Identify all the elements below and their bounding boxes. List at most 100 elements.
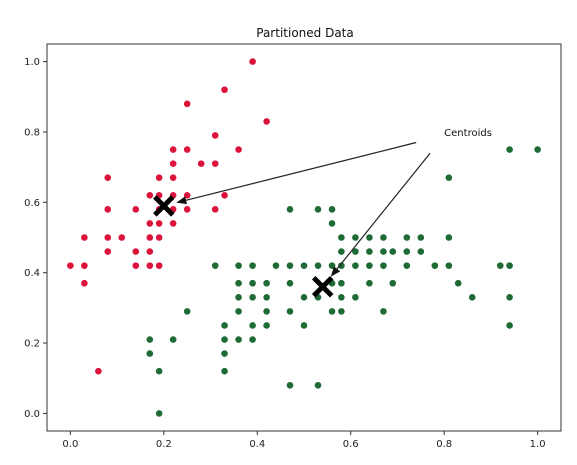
data-point: [263, 294, 270, 301]
data-point: [95, 367, 102, 375]
data-point: [328, 308, 336, 315]
annotation-arrow: [330, 152, 431, 277]
data-point: [352, 248, 359, 255]
data-point: [249, 58, 256, 65]
data-point: [286, 279, 294, 287]
data-point: [221, 367, 228, 375]
data-point: [314, 381, 322, 389]
data-point: [380, 262, 387, 269]
data-point: [300, 294, 308, 301]
data-point: [403, 234, 411, 241]
data-point: [155, 262, 163, 269]
data-point: [249, 336, 256, 343]
data-point: [81, 234, 88, 241]
data-point: [221, 350, 228, 357]
data-point: [286, 308, 294, 315]
data-point: [118, 234, 126, 241]
data-point: [146, 234, 154, 241]
data-point: [67, 262, 74, 269]
data-point: [263, 279, 270, 287]
data-point: [155, 174, 163, 181]
data-point: [366, 248, 373, 255]
data-point: [338, 248, 345, 255]
data-point: [417, 248, 425, 255]
data-point: [263, 308, 270, 315]
data-point: [445, 174, 453, 181]
y-tick-label: 1.0: [24, 57, 40, 68]
data-point: [506, 322, 513, 329]
data-point: [132, 262, 140, 269]
data-point: [314, 262, 322, 269]
data-point: [506, 146, 513, 153]
data-point: [272, 262, 280, 269]
data-point: [328, 220, 336, 227]
data-point: [211, 262, 219, 269]
data-point: [221, 191, 228, 199]
data-point: [352, 294, 359, 301]
data-point: [104, 206, 112, 213]
x-tick-label: 0.2: [156, 439, 172, 450]
data-point: [211, 160, 219, 167]
data-point: [221, 336, 228, 343]
data-point: [380, 308, 387, 315]
annotation-text: Centroids: [444, 128, 492, 139]
data-point: [366, 279, 373, 287]
data-point: [380, 248, 387, 255]
plot-area-frame: [46, 43, 562, 432]
data-point: [183, 100, 191, 108]
data-point: [146, 336, 154, 343]
y-tick-label: 0.6: [24, 198, 40, 209]
y-axis: 0.0 0.2 0.4 0.6 0.8 1.0: [24, 57, 47, 420]
data-point: [352, 262, 359, 269]
data-point: [314, 206, 322, 213]
data-point: [506, 294, 513, 301]
data-point: [104, 234, 112, 241]
data-point: [155, 367, 163, 375]
data-point: [496, 262, 504, 269]
data-point: [506, 262, 513, 269]
data-point: [235, 308, 242, 315]
data-point: [211, 206, 219, 213]
x-tick-label: 0.0: [62, 439, 78, 450]
data-point: [132, 206, 140, 213]
data-point: [249, 262, 256, 269]
data-point: [286, 206, 294, 213]
data-point: [146, 248, 154, 255]
data-point: [454, 279, 462, 287]
data-point: [146, 350, 154, 357]
data-point: [403, 248, 411, 255]
data-point: [352, 234, 359, 241]
data-point: [197, 160, 205, 167]
x-tick-label: 0.4: [249, 439, 265, 450]
data-point: [286, 262, 294, 269]
data-point: [445, 234, 453, 241]
data-point: [389, 248, 397, 255]
data-point: [221, 322, 228, 329]
data-point: [155, 234, 163, 241]
y-tick-label: 0.4: [24, 268, 40, 279]
data-point: [300, 322, 308, 329]
data-point: [286, 381, 294, 389]
x-tick-label: 0.6: [343, 439, 359, 450]
data-point: [468, 294, 476, 301]
data-point: [431, 262, 439, 269]
data-point: [235, 294, 242, 301]
data-point: [300, 262, 308, 269]
data-point: [380, 234, 387, 241]
data-point: [183, 206, 191, 213]
data-point: [104, 248, 112, 255]
y-tick-label: 0.2: [24, 339, 40, 350]
data-point: [155, 220, 163, 227]
data-point: [366, 262, 373, 269]
data-point: [169, 160, 177, 167]
data-point: [146, 262, 154, 269]
data-point: [366, 234, 373, 241]
data-point: [132, 248, 140, 255]
centroid-annotation: Centroids: [176, 128, 492, 277]
x-axis: 0.0 0.2 0.4 0.6 0.8 1.0: [62, 431, 546, 450]
data-point: [155, 410, 163, 417]
data-point: [389, 279, 397, 287]
data-point: [169, 336, 177, 343]
data-point: [235, 262, 242, 269]
